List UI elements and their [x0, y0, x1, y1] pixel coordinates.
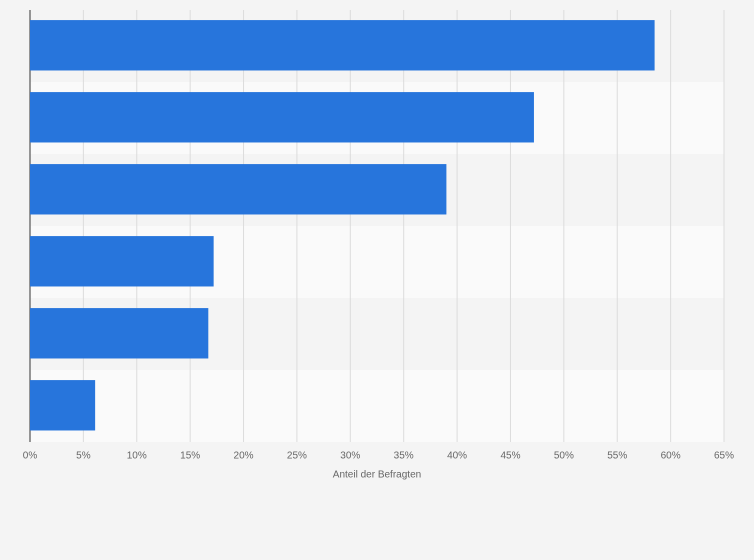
x-tick-label: 50%: [554, 451, 574, 462]
x-tick-label: 35%: [394, 451, 414, 462]
bar: [30, 308, 209, 359]
x-tick-label: 30%: [340, 451, 360, 462]
x-axis-label: Anteil der Befragten: [333, 470, 421, 481]
x-tick-label: 20%: [234, 451, 254, 462]
bar: [30, 20, 655, 71]
x-tick-label: 5%: [76, 451, 91, 462]
x-tick-label: 55%: [607, 451, 627, 462]
x-tick-label: 10%: [127, 451, 147, 462]
bar: [30, 164, 447, 215]
bar: [30, 92, 534, 143]
x-tick-label: 25%: [287, 451, 307, 462]
x-tick-label: 15%: [180, 451, 200, 462]
bar: [30, 236, 214, 287]
row-band: [30, 370, 724, 442]
x-tick-label: 60%: [661, 451, 681, 462]
x-tick-label: 65%: [714, 451, 734, 462]
x-tick-label: 0%: [23, 451, 38, 462]
x-tick-label: 40%: [447, 451, 467, 462]
bar: [30, 380, 96, 431]
x-tick-label: 45%: [500, 451, 520, 462]
